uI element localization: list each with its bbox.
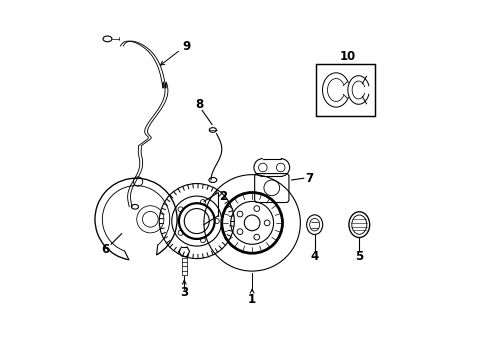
Text: 1: 1 bbox=[248, 293, 256, 306]
Text: 10: 10 bbox=[340, 50, 356, 63]
Text: 6: 6 bbox=[101, 243, 110, 256]
Text: 9: 9 bbox=[182, 40, 190, 53]
Text: 8: 8 bbox=[195, 99, 203, 112]
Text: 5: 5 bbox=[355, 250, 364, 263]
Text: 4: 4 bbox=[311, 250, 319, 263]
Text: 3: 3 bbox=[180, 286, 188, 299]
Text: 7: 7 bbox=[305, 172, 314, 185]
Text: 2: 2 bbox=[220, 190, 228, 203]
Bar bbox=[317, 64, 375, 116]
